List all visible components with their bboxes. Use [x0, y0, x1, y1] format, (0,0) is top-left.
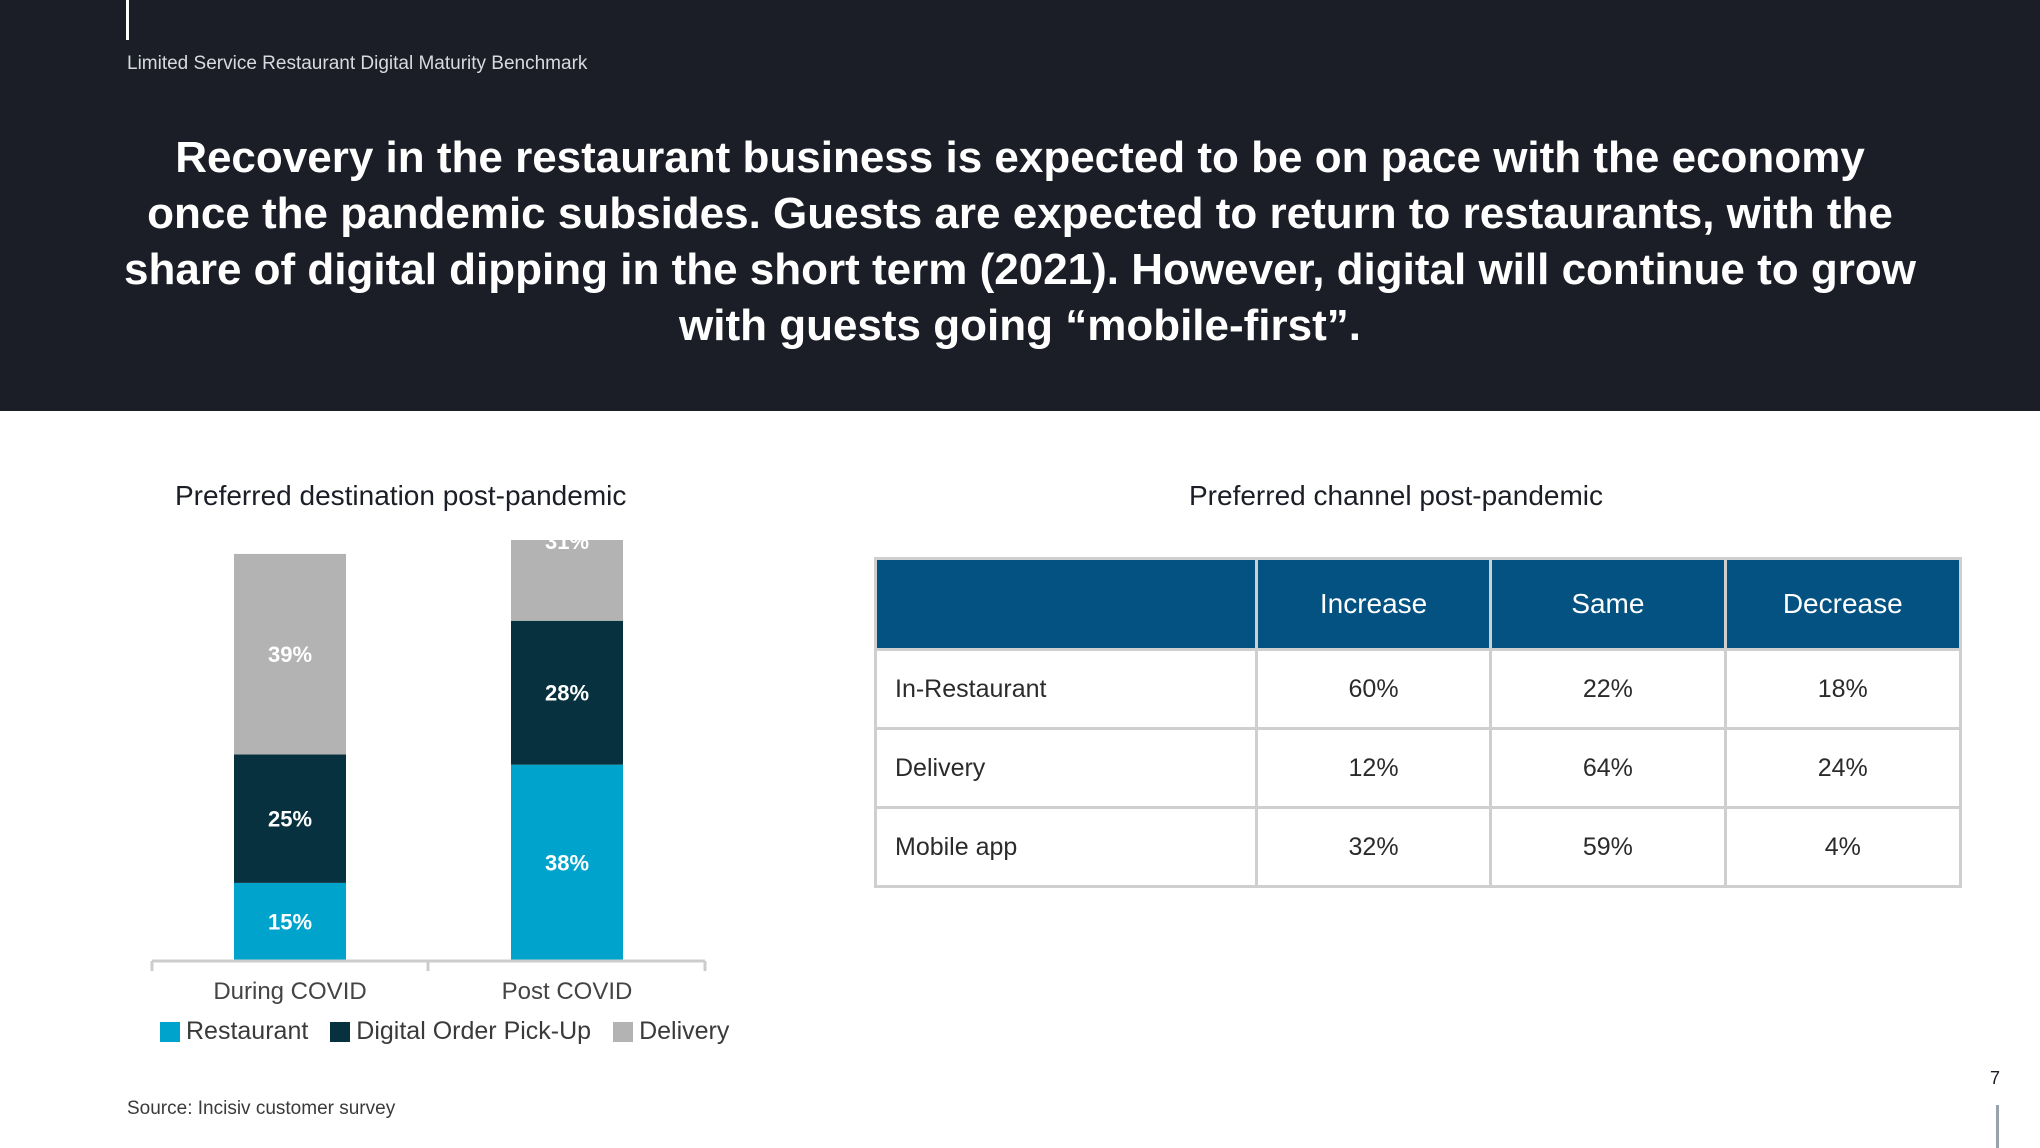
table-header-decrease: Decrease: [1723, 557, 1963, 651]
report-subtitle: Limited Service Restaurant Digital Matur…: [127, 53, 588, 74]
row-label-mobile-app: Mobile app: [874, 806, 1258, 888]
table-cell: 59%: [1489, 806, 1727, 888]
chart-title: Preferred destination post-pandemic: [175, 480, 627, 511]
legend-item-restaurant: Restaurant: [160, 1017, 308, 1046]
data-label: 31%: [545, 540, 589, 554]
row-label-in-restaurant: In-Restaurant: [874, 648, 1258, 730]
table-cell: 4%: [1723, 806, 1963, 888]
table-cell: 22%: [1489, 648, 1727, 730]
bar-post-covid-digital-order-pick-up: [511, 620, 623, 765]
bar-during-covid-delivery: [234, 553, 346, 755]
data-label: 28%: [545, 681, 589, 706]
legend-item-digital-order-pick-up: Digital Order Pick-Up: [330, 1017, 591, 1046]
table-cell: 12%: [1254, 727, 1493, 809]
legend-label-digital-order-pick-up: Digital Order Pick-Up: [356, 1017, 592, 1045]
table-cell: 60%: [1254, 648, 1493, 730]
chart-legend: Restaurant Digital Order Pick-Up Deliver…: [160, 1017, 751, 1046]
table-row: In-Restaurant 60% 22% 18%: [874, 648, 1963, 730]
source-note: Source: Incisiv customer survey: [127, 1098, 396, 1119]
bar-post-covid-delivery: [511, 540, 623, 621]
table-cell: 24%: [1723, 727, 1963, 809]
data-label: 38%: [545, 850, 589, 875]
data-label: 25%: [268, 807, 312, 832]
table-cell: 32%: [1254, 806, 1493, 888]
channel-table: Increase Same Decrease In-Restaurant 60%…: [874, 557, 1963, 888]
table-cell: 64%: [1489, 727, 1727, 809]
data-label: 15%: [268, 909, 312, 934]
legend-label-restaurant: Restaurant: [186, 1017, 309, 1045]
stacked-bar-chart: 15% 25% 39% During COVID 38% 28% 31% Post COVID: [150, 540, 707, 1005]
bar-post-covid-restaurant: [511, 764, 623, 960]
data-label: 39%: [268, 642, 312, 667]
table-row: Mobile app 32% 59% 4%: [874, 806, 1963, 888]
legend-item-delivery: Delivery: [613, 1017, 729, 1046]
table-cell: 18%: [1723, 648, 1963, 730]
header-banner: Limited Service Restaurant Digital Matur…: [0, 0, 2040, 411]
bar-during-covid-digital-order-pick-up: [234, 754, 346, 883]
legend-swatch-restaurant: [160, 1021, 180, 1042]
x-tick-label: During COVID: [213, 978, 366, 1005]
table-header-empty: [874, 557, 1258, 651]
legend-swatch-delivery: [613, 1021, 634, 1042]
table-row: Delivery 12% 64% 24%: [874, 727, 1963, 809]
header-accent-line: [126, 0, 129, 40]
legend-label-delivery: Delivery: [639, 1017, 730, 1045]
row-label-delivery: Delivery: [874, 727, 1258, 809]
table-header-increase: Increase: [1254, 557, 1493, 651]
table-title: Preferred channel post-pandemic: [1189, 480, 1604, 511]
legend-swatch-digital-order-pick-up: [330, 1021, 351, 1042]
table-header-row: Increase Same Decrease: [874, 557, 1963, 651]
page-number: 7: [1990, 1068, 2001, 1088]
table-header-same: Same: [1489, 557, 1727, 651]
bar-during-covid-restaurant: [234, 882, 346, 960]
headline: Recovery in the restaurant business is e…: [124, 133, 1916, 350]
page-accent-line: [1996, 1105, 1999, 1148]
x-tick-label: Post COVID: [502, 978, 633, 1005]
